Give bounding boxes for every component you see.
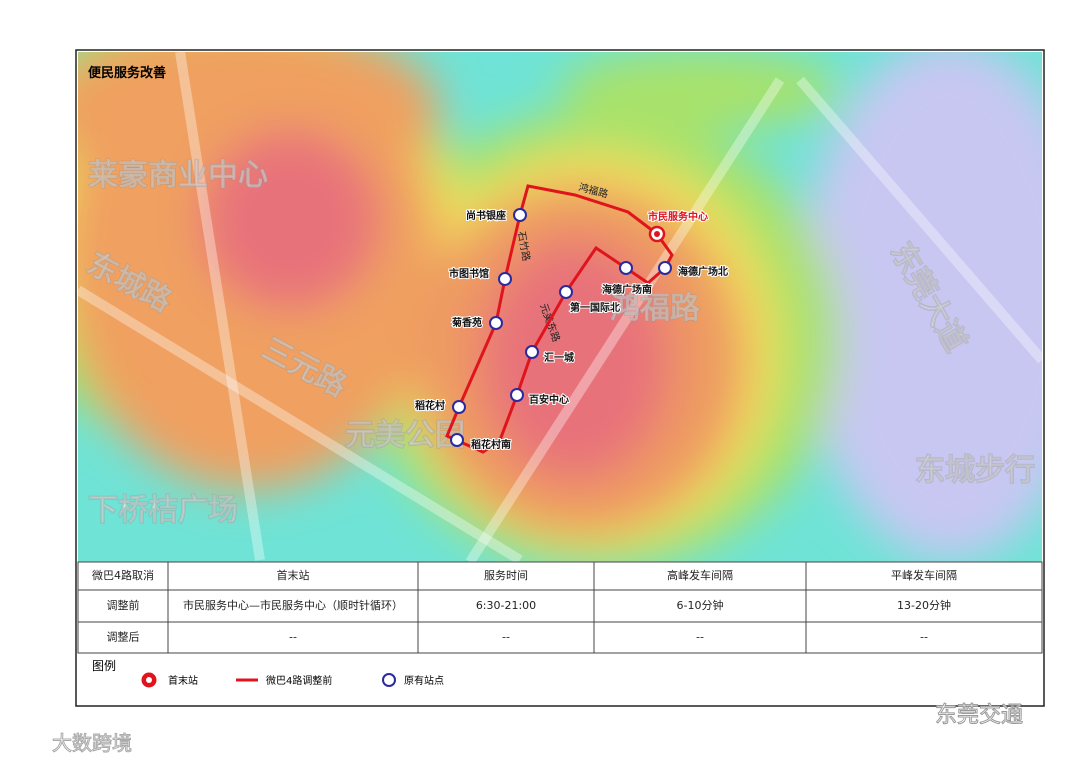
table-cell: -- — [696, 631, 704, 644]
table-cell: 调整前 — [107, 598, 140, 612]
base-label: 元美公园 — [345, 418, 465, 453]
table-cell: -- — [920, 631, 928, 644]
station — [525, 345, 539, 359]
station-label: 尚书银座 — [466, 209, 506, 222]
station — [489, 316, 503, 330]
frame — [75, 49, 1045, 707]
table-cell: 平峰发车间隔 — [891, 568, 957, 582]
station — [559, 285, 573, 299]
station — [450, 433, 464, 447]
station — [510, 388, 524, 402]
station — [452, 400, 466, 414]
base-label: 鸿福路 — [610, 291, 701, 326]
table-cell: 服务时间 — [484, 569, 528, 582]
station-label: 汇一城 — [544, 351, 574, 364]
legend-title: 图例 — [92, 659, 116, 673]
terminal-label: 市民服务中心 — [648, 210, 708, 223]
terminal-dot — [654, 231, 660, 237]
watermark: 东莞交通 — [935, 703, 1023, 728]
station-label: 海德广场南 — [602, 283, 652, 296]
station-label: 海德广场北 — [678, 265, 728, 278]
station — [498, 272, 512, 286]
station-label: 市图书馆 — [449, 267, 489, 280]
station — [658, 261, 672, 275]
heatmap — [78, 52, 1042, 562]
route — [445, 184, 674, 454]
table-cell: -- — [289, 631, 297, 644]
title: 便民服务改善 — [88, 65, 166, 81]
station — [513, 208, 527, 222]
table-cell: 调整后 — [107, 630, 140, 644]
base-label: 东城步行 — [915, 453, 1035, 488]
station-label: 第一国际北 — [570, 301, 620, 314]
station-label: 稻花村 — [415, 399, 445, 412]
station-label: 百安中心 — [529, 393, 569, 406]
table-cell: -- — [502, 631, 510, 644]
table-cell: 微巴4路取消 — [92, 568, 154, 582]
watermark: 大数跨境 — [52, 731, 132, 755]
table-cell: 13-20分钟 — [897, 598, 951, 612]
station-label: 稻花村南 — [471, 438, 511, 451]
table-cell: 首末站 — [277, 568, 310, 582]
legend-item: 微巴4路调整前 — [266, 674, 332, 687]
legend-item: 首末站 — [168, 674, 198, 687]
station-label: 菊香苑 — [452, 316, 482, 329]
table-cell: 市民服务中心—市民服务中心（顺时针循环） — [183, 598, 403, 612]
base-label: 莱豪商业中心 — [88, 158, 268, 193]
base-label: 下桥桔广场 — [88, 493, 238, 528]
table-cell: 6:30-21:00 — [476, 599, 536, 612]
legend-item: 原有站点 — [404, 674, 444, 687]
legend: 图例 首末站 微巴4路调整前 原有站点 — [92, 659, 444, 688]
table-cell: 高峰发车间隔 — [667, 568, 733, 582]
station — [619, 261, 633, 275]
table-cell: 6-10分钟 — [677, 598, 724, 612]
